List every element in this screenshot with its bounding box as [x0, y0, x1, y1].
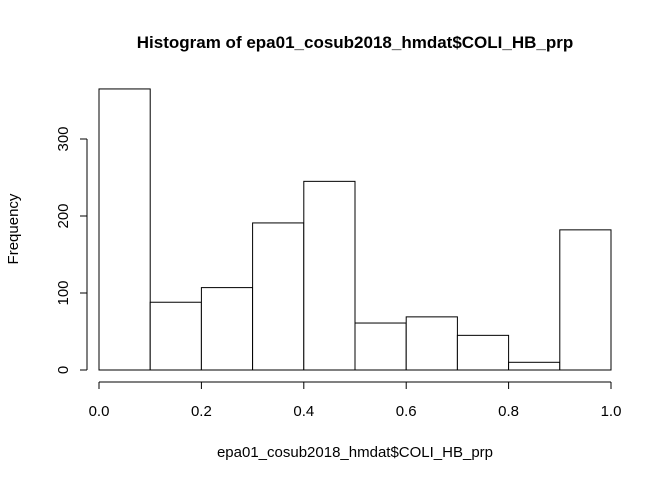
x-tick-label: 0.6 [396, 403, 417, 420]
chart-title: Histogram of epa01_cosub2018_hmdat$COLI_… [137, 33, 573, 52]
x-tick-label: 1.0 [601, 403, 622, 420]
histogram-bar [252, 222, 305, 371]
x-axis: 0.0 0.2 0.4 0.6 0.8 1.0 [89, 381, 622, 420]
histogram-bar [303, 180, 356, 371]
histogram-bar [559, 229, 612, 371]
y-axis-label: Frequency [5, 193, 22, 264]
x-tick-label: 0.8 [498, 403, 519, 420]
histogram-bar [200, 287, 254, 371]
histogram-bar [456, 334, 510, 371]
histogram-bar [508, 361, 561, 371]
x-tick-label: 0.4 [293, 403, 314, 420]
histogram-bar [405, 316, 458, 371]
y-axis: 0 100 200 300 [55, 126, 88, 374]
x-axis-label: epa01_cosub2018_hmdat$COLI_HB_prp [217, 444, 493, 461]
x-tick-label: 0.0 [89, 403, 110, 420]
y-tick-label: 300 [55, 126, 72, 151]
histogram-bar [149, 301, 202, 371]
y-tick-label: 0 [55, 366, 72, 374]
y-tick-label: 200 [55, 203, 72, 228]
histogram-bar [98, 88, 151, 371]
y-tick-label: 100 [55, 280, 72, 305]
x-tick-label: 0.2 [191, 403, 212, 420]
histogram-bars [98, 88, 612, 371]
histogram-bar [354, 322, 407, 371]
